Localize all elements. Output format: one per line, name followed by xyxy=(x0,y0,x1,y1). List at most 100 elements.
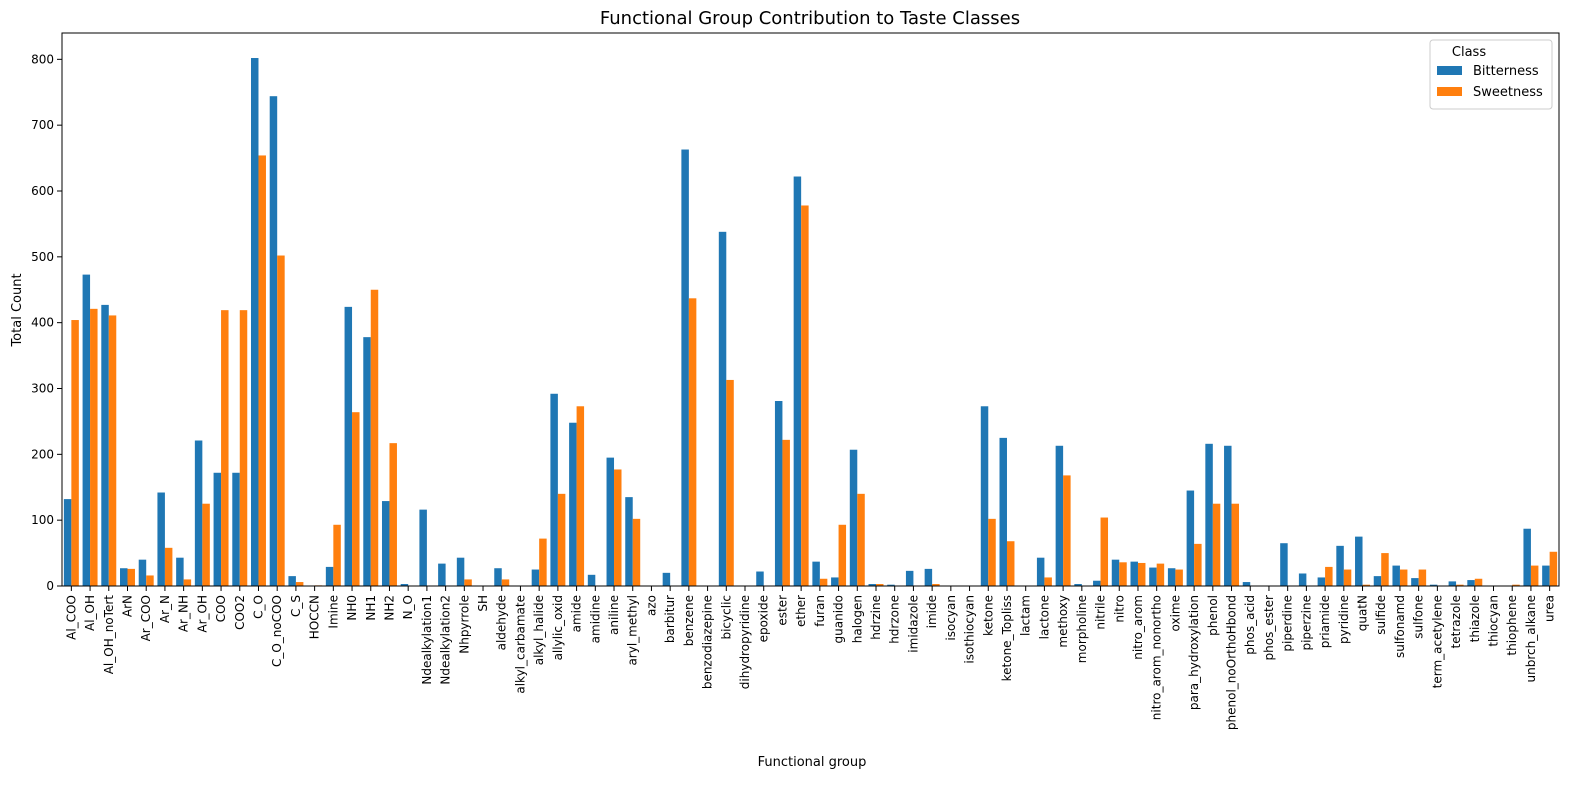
x-tick-label: Ar_COO xyxy=(139,595,153,641)
bar-bitterness-amide xyxy=(569,422,577,586)
bar-bitterness-term-acetylene xyxy=(1429,584,1438,586)
x-tick-label: C_O xyxy=(251,595,265,619)
bar-sweetness-thiazole xyxy=(1474,578,1483,586)
bar-sweetness-unbrch-alkane xyxy=(1530,565,1539,586)
x-tick-label: Ar_N xyxy=(158,595,172,623)
bar-bitterness-aryl-methyl xyxy=(625,497,633,586)
bar-bitterness-bicyclic xyxy=(718,231,727,587)
bar-bitterness-nh0 xyxy=(344,306,353,586)
x-tick-label: Al_COO xyxy=(64,595,78,640)
bar-bitterness-methoxy xyxy=(1055,445,1064,586)
bar-sweetness-methoxy xyxy=(1063,475,1071,586)
bar-bitterness-ndealkylation2 xyxy=(438,563,446,586)
bar-bitterness-c-s xyxy=(288,576,296,586)
bar-bitterness-urea xyxy=(1542,565,1550,586)
bar-bitterness-furan xyxy=(812,561,820,586)
bar-sweetness-nitro-arom xyxy=(1137,562,1146,586)
x-tick-label: furan xyxy=(813,595,827,627)
bar-bitterness-ester xyxy=(774,401,783,586)
x-tick-label: isocyan xyxy=(944,595,958,641)
bar-bitterness-phenol-noorthohbond xyxy=(1224,445,1232,586)
bar-bitterness-coo xyxy=(213,472,222,586)
x-tick-label: Imine xyxy=(326,595,340,629)
bar-sweetness-ar-oh xyxy=(202,503,210,586)
bar-sweetness-nh1 xyxy=(370,289,379,586)
bar-bitterness-halogen xyxy=(849,449,858,586)
bar-sweetness-sulfonamd xyxy=(1399,569,1408,586)
bar-sweetness-nh2 xyxy=(389,443,397,586)
legend-swatch-sweetness xyxy=(1437,87,1462,96)
bar-sweetness-al-coo xyxy=(71,320,79,586)
x-tick-label: phenol xyxy=(1206,595,1220,636)
y-tick-label: 100 xyxy=(31,513,54,527)
bar-sweetness-ar-n xyxy=(164,547,173,586)
bar-bitterness-amidine xyxy=(587,574,596,586)
x-tick-label: Al_OH xyxy=(83,595,97,631)
x-tick-label: imide xyxy=(925,595,939,628)
x-tick-label: dihydropyridine xyxy=(738,595,752,689)
bar-bitterness-pyridine xyxy=(1336,545,1344,586)
x-tick-label: amidine xyxy=(588,595,602,643)
x-tick-label: hdrzone xyxy=(888,595,902,644)
x-tick-label: sulfonamd xyxy=(1393,595,1407,658)
bar-sweetness-c-o-nocoo xyxy=(277,255,285,586)
bar-bitterness-lactone xyxy=(1036,557,1045,586)
bar-bitterness-al-coo xyxy=(63,499,72,586)
bar-sweetness-phenol xyxy=(1212,503,1221,586)
legend: Class Bitterness Sweetness xyxy=(1429,39,1553,110)
x-tick-label: nitro_arom xyxy=(1131,595,1145,660)
y-tick-label: 0 xyxy=(46,579,54,593)
bar-sweetness-ketone-topliss xyxy=(1006,541,1015,586)
bar-sweetness-imide xyxy=(932,584,940,586)
x-tick-label: Ar_OH xyxy=(195,595,209,633)
chart-title: Functional Group Contribution to Taste C… xyxy=(600,8,1020,29)
bar-sweetness-sulfide xyxy=(1381,553,1389,586)
bar-bitterness-imine xyxy=(325,566,334,586)
x-tick-label: benzodiazepine xyxy=(701,595,715,689)
y-tick-label: 300 xyxy=(31,382,54,396)
x-tick-label: morpholine xyxy=(1075,595,1089,663)
bar-bitterness-thiazole xyxy=(1467,580,1475,586)
bar-bitterness-ar-nh xyxy=(176,557,184,586)
x-tick-label: oxime xyxy=(1168,595,1182,631)
x-tick-label: guanido xyxy=(832,595,846,643)
x-tick-label: lactone xyxy=(1037,595,1051,639)
bar-bitterness-tetrazole xyxy=(1448,581,1457,586)
x-tick-label: Nhpyrrole xyxy=(457,595,471,654)
bar-sweetness-ar-coo xyxy=(146,575,154,586)
bar-sweetness-arn xyxy=(127,568,135,586)
bar-bitterness-phenol xyxy=(1205,443,1213,586)
bar-bitterness-coo2 xyxy=(232,472,240,586)
y-tick-label: 500 xyxy=(31,250,54,264)
x-tick-label: C_O_noCOO xyxy=(270,595,284,667)
bar-bitterness-imidazole xyxy=(905,570,914,586)
bar-bitterness-epoxide xyxy=(756,571,764,586)
x-tick-label: sulfide xyxy=(1374,595,1388,635)
x-tick-label: phos_ester xyxy=(1262,595,1276,661)
bar-bitterness-n-o xyxy=(400,584,409,586)
bar-sweetness-ketone xyxy=(988,518,996,586)
bar-sweetness-furan xyxy=(819,578,828,586)
bar-sweetness-alkyl-halide xyxy=(539,538,547,586)
y-tick-label: 700 xyxy=(31,118,54,132)
bar-bitterness-guanido xyxy=(831,577,839,586)
bar-bitterness-ndealkylation1 xyxy=(419,509,427,586)
bar-sweetness-ester xyxy=(782,439,790,586)
bar-sweetness-amide xyxy=(576,406,585,586)
bar-sweetness-guanido xyxy=(838,524,847,586)
bar-bitterness-benzene xyxy=(681,149,689,586)
bar-sweetness-sulfone xyxy=(1418,569,1427,586)
x-tick-label: piperzine xyxy=(1299,595,1313,651)
bar-sweetness-bicyclic xyxy=(726,379,734,586)
legend-title: Class xyxy=(1452,45,1486,60)
bar-bitterness-arn xyxy=(120,568,128,586)
bar-sweetness-phenol-noorthohbond xyxy=(1231,503,1240,586)
bar-sweetness-coo2 xyxy=(239,310,248,586)
x-tick-label: N_O xyxy=(401,595,415,619)
bar-sweetness-nhpyrrole xyxy=(464,579,472,586)
x-tick-label: piperdine xyxy=(1281,595,1295,652)
x-tick-label: ArN xyxy=(120,595,134,617)
y-tick-label: 600 xyxy=(31,184,54,198)
bar-sweetness-allylic-oxid xyxy=(557,493,566,586)
